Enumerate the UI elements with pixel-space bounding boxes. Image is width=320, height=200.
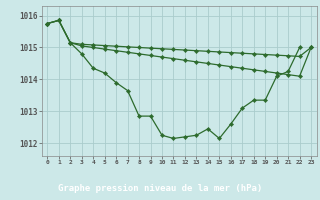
Text: Graphe pression niveau de la mer (hPa): Graphe pression niveau de la mer (hPa) [58, 184, 262, 193]
